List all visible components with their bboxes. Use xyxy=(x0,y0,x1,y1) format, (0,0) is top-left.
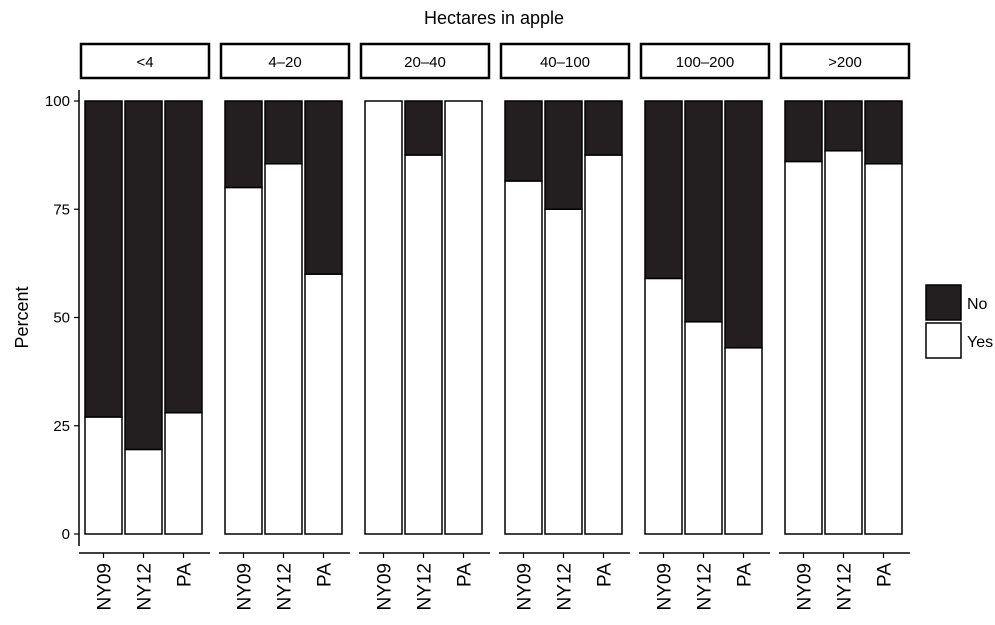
bar-no-segment xyxy=(304,100,343,275)
x-tick-label: NY09 xyxy=(95,563,116,611)
facet-panels: <4 NY09 NY12 PA 4–20 NY09 NY12 PA 20–40 NY09 NY12 P… xyxy=(79,42,911,611)
y-axis: 0 25 50 75 100 xyxy=(45,90,80,546)
bar-yes-segment xyxy=(724,347,763,535)
legend-swatch xyxy=(925,322,962,359)
facet-strip-label: 100–200 xyxy=(676,54,734,71)
bar-yes-segment xyxy=(824,150,863,535)
x-tick-label: NY09 xyxy=(375,563,396,611)
y-tick-label: 25 xyxy=(53,418,70,435)
x-tick-label: PA xyxy=(875,563,896,587)
bar-no-segment xyxy=(684,100,723,323)
facet-strip xyxy=(79,42,211,80)
bar-yes-segment xyxy=(864,163,903,535)
bar-no-segment xyxy=(264,100,303,165)
bar-yes-segment xyxy=(444,100,483,535)
bar-yes-segment xyxy=(304,273,343,535)
x-tick-label: NY09 xyxy=(515,563,536,611)
x-tick-label: NY12 xyxy=(135,563,156,611)
bar-no-segment xyxy=(864,100,903,165)
bar-yes-segment xyxy=(164,412,203,535)
facet-panel: <4 NY09 NY12 PA xyxy=(79,42,211,611)
x-tick-label: NY09 xyxy=(655,563,676,611)
bar-yes-segment xyxy=(404,154,443,535)
facet-strip xyxy=(359,42,491,80)
bar-yes-segment xyxy=(784,160,823,535)
bar-no-segment xyxy=(404,100,443,156)
bar-yes-segment xyxy=(84,416,123,535)
y-tick-label: 100 xyxy=(45,93,70,110)
bar-yes-segment xyxy=(364,100,403,535)
x-tick-label: PA xyxy=(175,563,196,587)
facet-strip xyxy=(219,42,351,80)
bar-no-segment xyxy=(824,100,863,152)
facet-strip xyxy=(499,42,631,80)
x-tick-label: PA xyxy=(455,563,476,587)
bar-yes-segment xyxy=(584,154,623,535)
bar-no-segment xyxy=(784,100,823,163)
bar-yes-segment xyxy=(224,186,263,535)
bar-no-segment xyxy=(84,100,123,418)
y-tick-label: 50 xyxy=(53,310,70,327)
bar-yes-segment xyxy=(544,208,583,535)
y-tick-label: 0 xyxy=(62,526,70,543)
bar-yes-segment xyxy=(504,180,543,535)
facet-strip-label: <4 xyxy=(136,54,153,71)
bar-yes-segment xyxy=(264,163,303,535)
x-tick-label: NY09 xyxy=(795,563,816,611)
y-axis-title: Percent xyxy=(12,286,32,348)
y-tick-label: 75 xyxy=(53,201,70,218)
x-tick-label: NY12 xyxy=(555,563,576,611)
bar-yes-segment xyxy=(684,321,723,535)
legend-swatch xyxy=(925,284,962,321)
bar-no-segment xyxy=(724,100,763,349)
chart-title: Hectares in apple xyxy=(424,8,564,28)
bar-no-segment xyxy=(164,100,203,414)
facet-panel: 40–100 NY09 NY12 PA xyxy=(499,42,631,611)
x-tick-label: NY12 xyxy=(835,563,856,611)
bar-yes-segment xyxy=(644,277,683,535)
bar-no-segment xyxy=(124,100,163,451)
bar-no-segment xyxy=(504,100,543,182)
x-tick-label: PA xyxy=(595,563,616,587)
x-tick-label: NY12 xyxy=(695,563,716,611)
x-tick-label: NY09 xyxy=(235,563,256,611)
facet-panel: 4–20 NY09 NY12 PA xyxy=(219,42,351,611)
bar-no-segment xyxy=(544,100,583,210)
facet-panel: 20–40 NY09 NY12 PA xyxy=(359,42,491,611)
x-tick-label: NY12 xyxy=(275,563,296,611)
bar-yes-segment xyxy=(124,448,163,535)
facet-strip-label: 40–100 xyxy=(540,54,590,71)
legend-label: Yes xyxy=(967,334,993,351)
x-tick-label: PA xyxy=(315,563,336,587)
facet-strip-label: 20–40 xyxy=(404,54,446,71)
facet-strip-label: 4–20 xyxy=(268,54,301,71)
bar-no-segment xyxy=(584,100,623,156)
bar-no-segment xyxy=(644,100,683,280)
facet-panel: 100–200 NY09 NY12 PA xyxy=(639,42,771,611)
bar-no-segment xyxy=(224,100,263,189)
facet-strip-label: >200 xyxy=(828,54,862,71)
facet-strip xyxy=(779,42,911,80)
legend: No Yes xyxy=(925,284,993,359)
x-tick-label: NY12 xyxy=(415,563,436,611)
facet-strip xyxy=(639,42,771,80)
legend-label: No xyxy=(967,296,988,313)
x-tick-label: PA xyxy=(735,563,756,587)
facet-panel: >200 NY09 NY12 PA xyxy=(779,42,911,611)
